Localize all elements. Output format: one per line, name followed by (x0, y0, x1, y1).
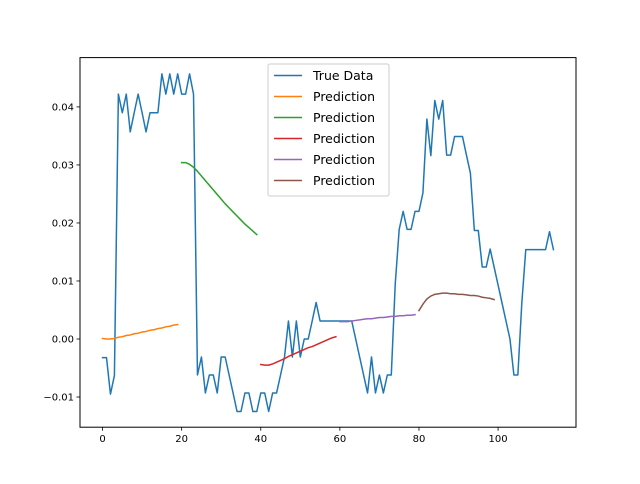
legend-label-2: Prediction (313, 110, 375, 125)
series-line-0 (101, 73, 555, 413)
series-line-5 (417, 292, 496, 312)
y-tick-label: −0.01 (43, 393, 74, 404)
y-tick-label: 0.04 (52, 102, 74, 113)
x-tick-label: 0 (99, 434, 105, 445)
x-tick-label: 40 (254, 434, 267, 445)
x-tick-label: 100 (489, 434, 508, 445)
x-tick-label: 20 (175, 434, 188, 445)
plot-frame (79, 57, 577, 428)
y-tick-label: 0.02 (52, 218, 74, 229)
x-tick-label: 80 (413, 434, 426, 445)
legend-label-4: Prediction (313, 152, 375, 167)
series-line-1 (101, 323, 179, 340)
x-tick-label: 60 (333, 434, 346, 445)
y-tick-label: 0.00 (52, 335, 74, 346)
legend-label-0: True Data (312, 68, 373, 83)
series-line-3 (259, 335, 337, 366)
legend-label-5: Prediction (313, 173, 375, 188)
y-tick-label: 0.01 (52, 276, 74, 287)
series-line-2 (180, 161, 258, 236)
legend-label-3: Prediction (313, 131, 375, 146)
series-line-4 (339, 313, 416, 323)
legend-label-1: Prediction (313, 89, 375, 104)
y-tick-label: 0.03 (52, 160, 74, 171)
